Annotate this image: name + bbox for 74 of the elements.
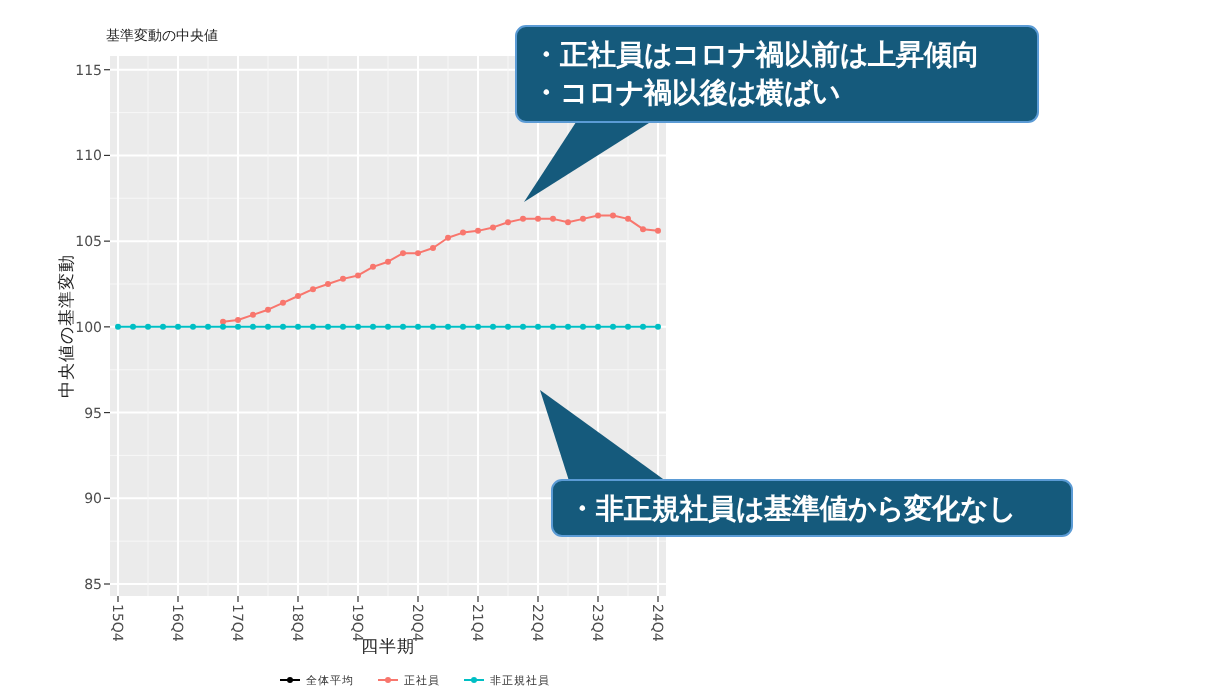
point [160,323,166,330]
point [580,215,586,222]
x-axis-title: 四半期 [361,636,415,658]
point [355,272,361,279]
point [565,323,571,330]
point [550,323,556,330]
point [430,323,436,330]
point [385,323,391,330]
point [220,323,226,330]
y-axis-title: 中央値の基準変動 [56,254,78,398]
point [190,323,196,330]
point [145,323,151,330]
point [520,323,526,330]
point [400,323,406,330]
point [445,234,451,241]
point [175,323,181,330]
point [325,281,331,287]
point [550,215,556,222]
point [385,258,391,265]
callout: ・正社員はコロナ禍以前は上昇傾向 ・コロナ禍以後は横ばい [515,25,1039,202]
point [505,219,511,226]
point [460,323,466,330]
point [490,323,496,330]
point [340,275,346,282]
point [610,212,616,219]
point [265,323,271,330]
point [505,323,511,330]
point [655,227,661,234]
point [265,306,271,313]
point [340,323,346,330]
point [235,317,241,323]
point [535,323,541,330]
point [280,323,286,330]
point [520,215,526,222]
point [130,323,136,330]
point [655,323,661,330]
point [355,323,361,330]
point [595,323,601,330]
point [535,215,541,222]
point [580,323,586,330]
point [295,293,301,299]
point [625,215,631,222]
annotation: ・正社員はコロナ禍以前は上昇傾向 [532,38,980,72]
point [250,323,256,330]
point [415,323,421,330]
point [235,323,241,330]
point [595,212,601,219]
callout: ・非正規社員は基準値から変化なし [540,390,1073,537]
point [460,229,466,236]
point [430,245,436,251]
point [205,323,211,330]
point [565,219,571,226]
point [280,299,286,306]
point [640,226,646,233]
point [370,263,376,270]
point [400,250,406,257]
point [370,323,376,330]
point [640,323,646,330]
annotation: ・コロナ禍以後は横ばい [532,76,840,110]
point [610,323,616,330]
point [625,323,631,330]
annotation: ・非正規社員は基準値から変化なし [568,492,1016,526]
point [250,311,256,318]
point [490,224,496,231]
point [115,323,121,330]
point [310,286,316,293]
point [475,323,481,330]
point [415,250,421,257]
point [310,323,316,330]
point [295,323,301,330]
point [445,323,451,330]
point [475,227,481,234]
point [325,323,331,330]
point [220,318,226,325]
